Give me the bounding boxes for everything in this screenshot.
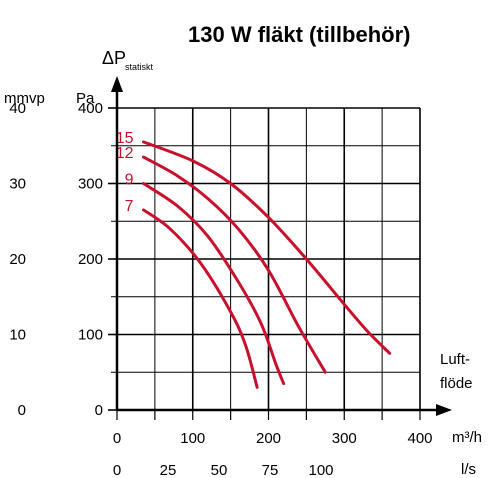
fan-curve-label-12: 12 <box>116 145 134 162</box>
y-tick-label-pa: 100 <box>78 327 103 344</box>
fan-curve-7 <box>142 208 259 389</box>
x-tick-label-ls: 0 <box>113 462 121 478</box>
x-unit-m3h: m³/h <box>452 429 482 446</box>
y-unit-mmvp: mmvp <box>4 90 45 107</box>
y-tick-label-mmvp: 40 <box>9 100 26 117</box>
fan-curve-15 <box>142 140 392 355</box>
y-tick-label-pa: 300 <box>78 176 103 193</box>
fan-curve-12 <box>142 155 327 374</box>
fan-curve-9 <box>142 182 286 386</box>
x-ticks: 0 100 200 300 400 0 25 50 75 100 <box>113 410 433 478</box>
x-tick-label-m3h: 400 <box>407 430 432 447</box>
x-axis-label-line1: Luft- <box>440 351 470 368</box>
x-tick-label-ls: 100 <box>308 462 333 478</box>
y-unit-pa: Pa <box>76 90 95 107</box>
y-ticks: 0 100 200 300 400 0 10 20 30 40 <box>9 100 117 419</box>
x-axis-arrow <box>436 404 452 416</box>
y-axis-arrow <box>111 76 123 92</box>
x-tick-label-ls: 25 <box>160 462 177 478</box>
fan-curve-label-9: 9 <box>125 172 134 189</box>
y-tick-label-mmvp: 30 <box>9 176 26 193</box>
y-axis-label-main: ΔP <box>102 48 126 68</box>
x-tick-label-ls: 50 <box>211 462 228 478</box>
x-tick-label-m3h: 300 <box>332 430 357 447</box>
chart-title: 130 W fläkt (tillbehör) <box>188 22 410 47</box>
x-tick-label-m3h: 200 <box>256 430 281 447</box>
x-tick-label-ls: 75 <box>262 462 279 478</box>
x-axis-label-line2: flöde <box>440 375 473 392</box>
y-tick-label-mmvp: 10 <box>9 327 26 344</box>
x-tick-label-m3h: 100 <box>180 430 205 447</box>
y-tick-label-pa: 200 <box>78 251 103 268</box>
x-unit-ls: l/s <box>461 461 476 478</box>
axes <box>111 76 452 416</box>
fan-curve-label-15: 15 <box>116 130 134 147</box>
x-tick-label-m3h: 0 <box>113 430 121 447</box>
y-tick-label-pa: 400 <box>78 100 103 117</box>
y-axis-label: ΔP statiskt <box>102 48 154 72</box>
y-axis-label-sub: statiskt <box>125 62 154 72</box>
grid <box>116 107 421 411</box>
y-tick-label-pa: 0 <box>95 402 103 419</box>
fan-curve-label-7: 7 <box>125 198 134 215</box>
y-tick-label-mmvp: 0 <box>18 402 26 419</box>
y-tick-label-mmvp: 20 <box>9 251 26 268</box>
